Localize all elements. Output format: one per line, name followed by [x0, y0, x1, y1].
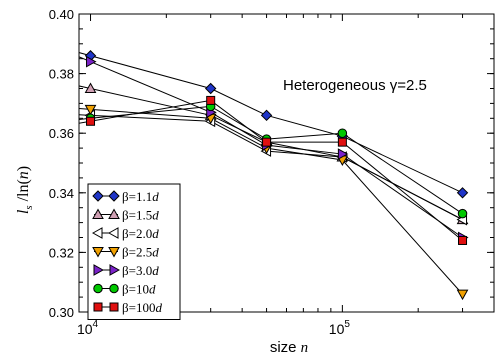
data-point-diamond: [204, 82, 217, 95]
data-point-triangle-left: [91, 227, 103, 239]
data-point-triangle-up: [108, 208, 120, 219]
legend-label: β=2.0d: [122, 226, 159, 241]
series-line: [79, 56, 463, 238]
chart-annotation: Heterogeneous γ=2.5: [283, 77, 427, 94]
legend-label: β=1.5d: [122, 208, 159, 223]
data-point-triangle-right: [109, 264, 121, 276]
data-point-square: [262, 137, 272, 147]
data-point-circle: [457, 208, 468, 219]
series-line: [79, 99, 463, 241]
y-axis-label: ls /ln(n): [15, 166, 35, 214]
legend-label: β=1.1d: [122, 189, 159, 204]
y-tick-label: 0.30: [49, 305, 74, 320]
data-point-triangle-down: [456, 289, 469, 301]
data-point-square: [337, 137, 347, 147]
legend-entry: β=1.1d: [92, 189, 159, 204]
legend-label: β=2.5d: [122, 245, 159, 260]
y-tick-label: 0.38: [49, 67, 74, 82]
x-axis-label: size n: [270, 339, 308, 356]
legend-entry: β=2.0d: [91, 226, 159, 241]
legend-label: β=3.0d: [122, 263, 159, 278]
data-point-triangle-down: [108, 247, 120, 258]
data-point-diamond: [260, 109, 273, 122]
data-point-triangle-down: [84, 104, 97, 116]
data-point-square: [93, 302, 103, 312]
y-axis-label-close: ): [15, 166, 32, 171]
data-point-square: [109, 302, 119, 312]
x-axis-label-text: size: [270, 339, 301, 356]
data-point-triangle-right: [93, 264, 105, 276]
series-line: [79, 105, 463, 215]
x-tick-labels: 104 105: [77, 319, 350, 337]
y-tick-label: 0.32: [49, 245, 74, 260]
data-point-triangle-right: [86, 55, 97, 68]
x-tick-label: 105: [329, 319, 351, 337]
legend-label: β=10d: [122, 282, 156, 297]
data-point-square: [458, 235, 468, 245]
y-axis-label-l: l: [15, 209, 32, 214]
svg-text:ls /ln(n): ls /ln(n): [15, 166, 35, 214]
data-point-diamond: [92, 190, 104, 202]
plot-frame: [78, 13, 495, 313]
data-point-triangle-right: [337, 148, 349, 160]
data-point-square: [86, 116, 96, 126]
data-point-triangle-up: [92, 208, 104, 219]
data-point-diamond: [456, 187, 469, 199]
y-tick-label: 0.34: [49, 186, 74, 201]
data-point-triangle-left: [107, 227, 119, 239]
data-point-circle: [109, 283, 119, 294]
legend-entry: β=1.5d: [92, 208, 159, 223]
data-point-circle: [93, 283, 103, 294]
data-point-diamond: [108, 190, 120, 202]
series-markers: [84, 50, 469, 301]
legend-entry: β=100d: [93, 300, 162, 315]
legend-entry: β=10d: [93, 282, 156, 297]
y-axis-label-sub: s: [23, 205, 35, 209]
y-tick-label: 0.40: [49, 7, 74, 22]
legend-label: β=100d: [122, 300, 162, 315]
data-point-triangle-up: [84, 82, 97, 93]
y-tick-labels: 0.30 0.32 0.34 0.36 0.38 0.40: [49, 7, 74, 320]
legend: β=1.1d β=1.5d β=2.0d β=2.5d β=3.0d β=10d β=100…: [87, 183, 181, 320]
y-tick-label: 0.36: [49, 126, 74, 141]
legend-entry: β=3.0d: [93, 263, 159, 278]
x-axis-label-var: n: [301, 340, 309, 356]
y-axis-label-rest: /ln(: [15, 179, 32, 205]
data-point-triangle-down: [92, 247, 104, 258]
x-tick-label: 104: [77, 319, 99, 337]
legend-entry: β=2.5d: [92, 245, 159, 260]
data-point-circle: [337, 128, 348, 138]
y-axis-label-n: n: [15, 171, 32, 179]
series-line: [79, 108, 463, 295]
series-line: [79, 52, 463, 194]
series-lines: [79, 52, 463, 295]
data-point-square: [206, 95, 216, 105]
